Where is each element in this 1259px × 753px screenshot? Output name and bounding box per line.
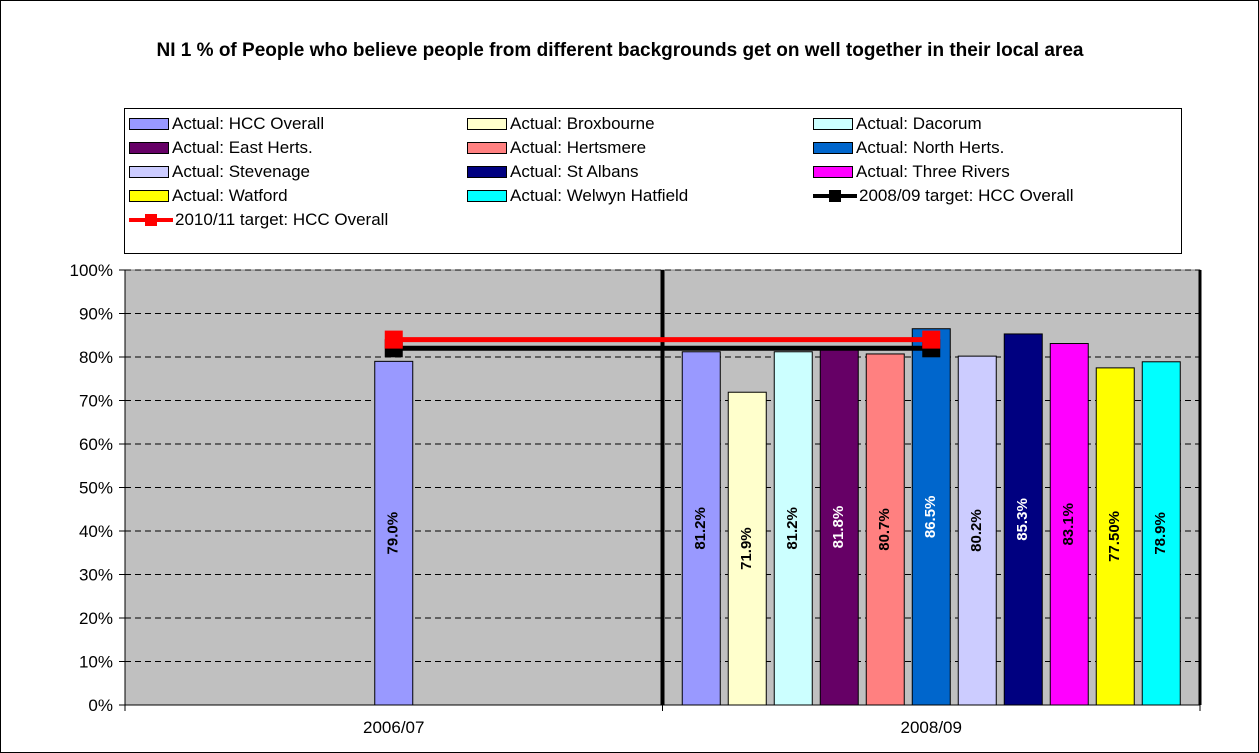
y-tick-label: 50%	[79, 479, 113, 498]
x-tick-label: 2008/09	[901, 718, 962, 737]
legend-label: Actual: St Albans	[510, 162, 639, 181]
legend-item-actual-broxbourne: Actual: Broxbourne	[467, 112, 655, 136]
bar-actual-stevenage	[957, 355, 997, 706]
bar-actual-hertsmere	[865, 353, 905, 706]
legend-swatch	[467, 190, 507, 202]
x-tick-label: 2006/07	[363, 718, 424, 737]
bar-actual-north-herts	[911, 328, 951, 706]
legend-item-actual-three-rivers: Actual: Three Rivers	[813, 160, 1010, 184]
legend-label: Actual: HCC Overall	[172, 114, 325, 133]
bar-actual-broxbourne	[727, 391, 767, 706]
legend-label: Actual: Three Rivers	[856, 162, 1010, 181]
y-tick-label: 100%	[70, 261, 113, 280]
legend-item-actual-stevenage: Actual: Stevenage	[129, 160, 310, 184]
data-label: 80.7%	[876, 508, 893, 551]
legend-label: Actual: East Herts.	[172, 138, 313, 157]
y-tick-label: 70%	[79, 392, 113, 411]
legend-item-actual-st-albans: Actual: St Albans	[467, 160, 639, 184]
data-label: 77.50%	[1106, 511, 1123, 562]
bar-actual-east-herts	[819, 348, 859, 706]
bar-actual-st-albans	[1003, 333, 1043, 706]
legend-line-marker	[813, 188, 857, 204]
legend-swatch	[129, 142, 169, 154]
legend-swatch	[467, 166, 507, 178]
y-tick-label: 80%	[79, 348, 113, 367]
target-marker	[922, 330, 941, 349]
legend-swatch	[129, 166, 169, 178]
data-label: 80.2%	[968, 509, 985, 552]
bar-actual-welwyn-hatfield	[1141, 361, 1181, 706]
data-label: 81.2%	[784, 507, 801, 550]
data-label: 81.2%	[692, 507, 709, 550]
legend-swatch	[129, 190, 169, 202]
data-label: 83.1%	[1060, 503, 1077, 546]
bar-actual-hcc-overall	[681, 351, 721, 706]
legend-item-actual-east-herts: Actual: East Herts.	[129, 136, 313, 160]
y-tick-label: 0%	[88, 696, 113, 715]
legend-swatch	[467, 118, 507, 130]
legend-label: 2010/11 target: HCC Overall	[175, 210, 389, 229]
legend-swatch	[813, 142, 853, 154]
legend-swatch	[813, 118, 853, 130]
legend-label: Actual: Dacorum	[856, 114, 982, 133]
data-label: 86.5%	[922, 496, 939, 539]
bar-actual-watford	[1095, 367, 1135, 706]
legend-label: Actual: Stevenage	[172, 162, 310, 181]
legend-item-actual-watford: Actual: Watford	[129, 184, 288, 208]
data-label: 79.0%	[385, 512, 402, 555]
legend-line-marker	[129, 212, 173, 228]
legend-label: Actual: Hertsmere	[510, 138, 647, 157]
legend-item-actual-dacorum: Actual: Dacorum	[813, 112, 982, 136]
legend-item-2010-11-target-hcc-overall: 2010/11 target: HCC Overall	[129, 208, 388, 232]
legend-label: Actual: Welwyn Hatfield	[510, 186, 689, 205]
y-tick-label: 20%	[79, 609, 113, 628]
data-label: 81.8%	[830, 506, 847, 549]
data-label: 78.9%	[1152, 512, 1169, 555]
chart-legend: Actual: HCC Overall Actual: Broxbourne Act…	[124, 108, 1182, 254]
y-tick-label: 60%	[79, 435, 113, 454]
legend-label: Actual: North Herts.	[856, 138, 1005, 157]
legend-swatch	[129, 118, 169, 130]
legend-swatch	[813, 166, 853, 178]
bar-actual-three-rivers	[1049, 343, 1089, 706]
target-marker	[384, 330, 403, 349]
bar-actual-dacorum	[773, 351, 813, 706]
legend-label: Actual: Broxbourne	[510, 114, 655, 133]
legend-label: 2008/09 target: HCC Overall	[859, 186, 1074, 205]
legend-item-actual-welwyn-hatfield: Actual: Welwyn Hatfield	[467, 184, 688, 208]
data-label: 71.9%	[738, 527, 755, 570]
y-tick-label: 10%	[79, 653, 113, 672]
legend-item-actual-hcc-overall: Actual: HCC Overall	[129, 112, 324, 136]
legend-item-actual-north-herts: Actual: North Herts.	[813, 136, 1004, 160]
legend-swatch	[467, 142, 507, 154]
data-label: 85.3%	[1014, 498, 1031, 541]
legend-item-actual-hertsmere: Actual: Hertsmere	[467, 136, 646, 160]
chart-title: NI 1 % of People who believe people from…	[156, 40, 1084, 61]
y-tick-label: 40%	[79, 522, 113, 541]
y-tick-label: 90%	[79, 305, 113, 324]
bar-actual-hcc-overall	[374, 360, 414, 706]
y-tick-label: 30%	[79, 566, 113, 585]
legend-item-2008-09-target-hcc-overall: 2008/09 target: HCC Overall	[813, 184, 1074, 208]
legend-label: Actual: Watford	[172, 186, 288, 205]
